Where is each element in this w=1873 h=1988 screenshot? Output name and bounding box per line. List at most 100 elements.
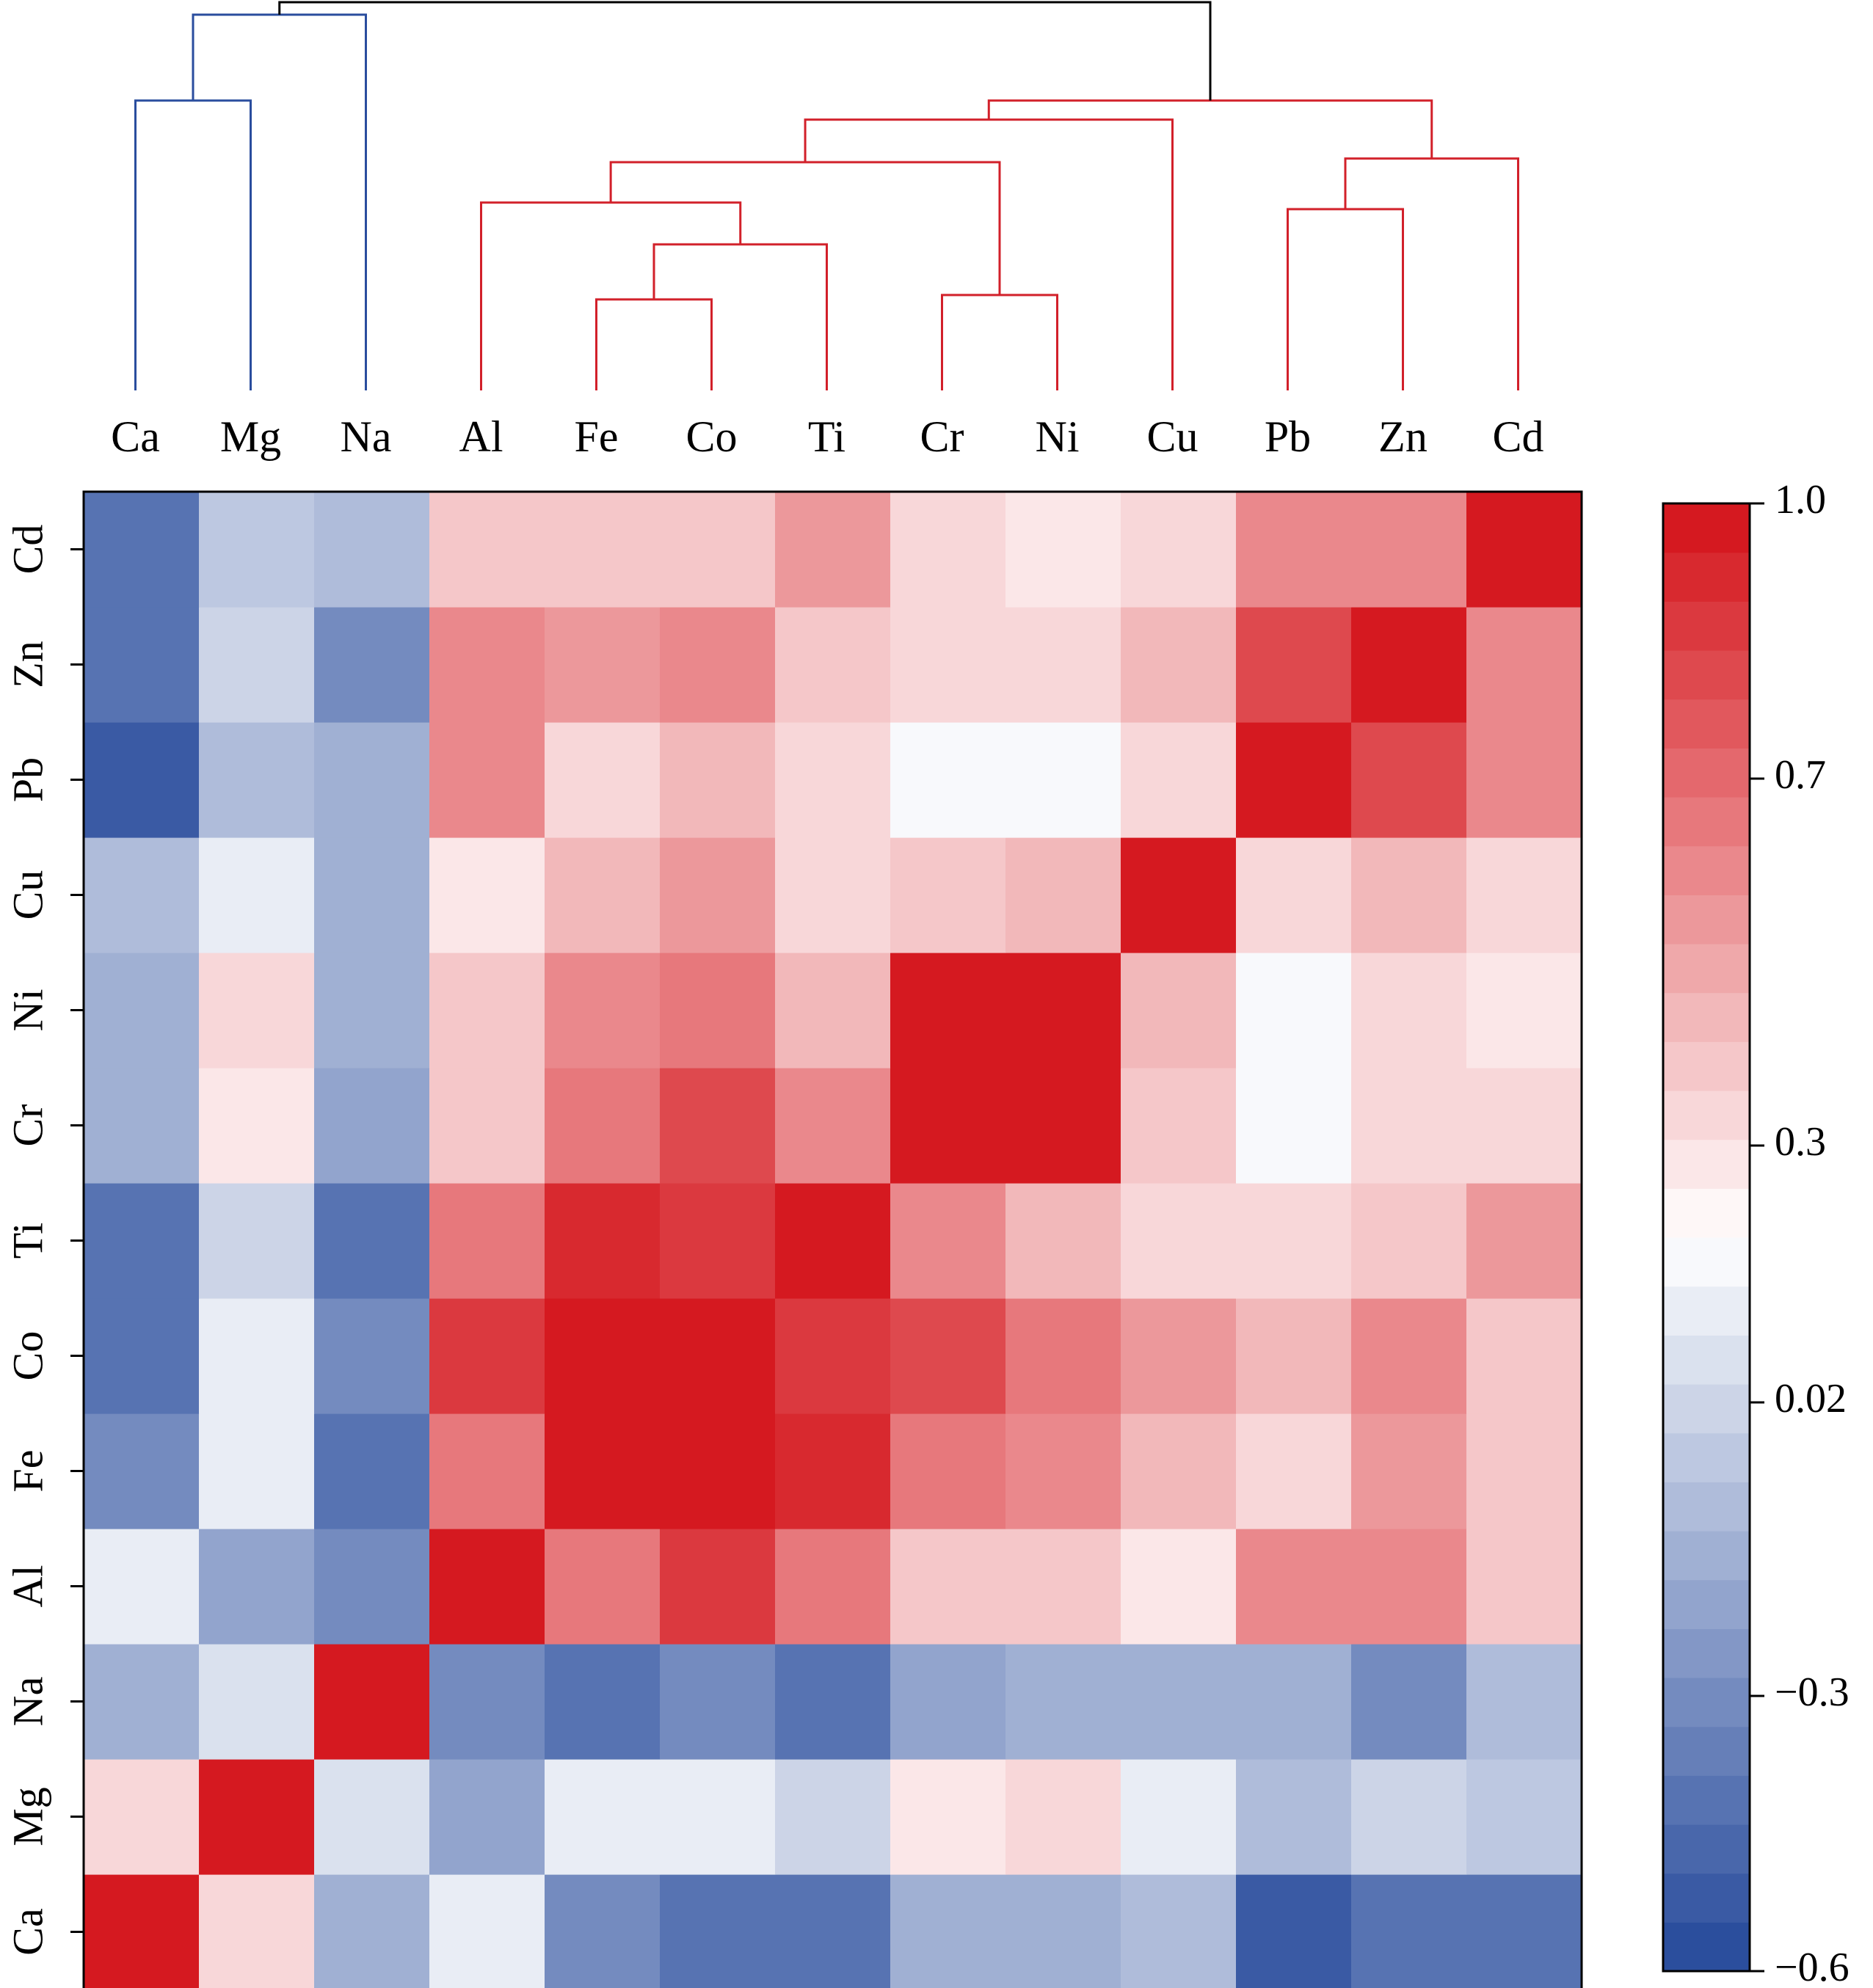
colorbar-swatch xyxy=(1663,1775,1750,1825)
heatmap-cell-Na-Pb xyxy=(1236,1644,1352,1760)
heatmap-cell-Cd-Cd xyxy=(1466,492,1582,608)
heatmap-cell-Cd-Na xyxy=(314,492,430,608)
heatmap-cell-Ca-Ni xyxy=(1005,1874,1121,1988)
row-label-Fe: Fe xyxy=(4,1450,51,1493)
colorbar-swatch xyxy=(1663,1432,1750,1482)
heatmap-cell-Mg-Pb xyxy=(1236,1759,1352,1875)
heatmap-cell-Mg-Cr xyxy=(890,1759,1006,1875)
heatmap-cell-Fe-Co xyxy=(660,1413,776,1529)
colorbar-swatch xyxy=(1663,699,1750,749)
colorbar-border xyxy=(1662,502,1751,1973)
colorbar-swatch xyxy=(1663,1237,1750,1287)
colorbar-swatch xyxy=(1663,1678,1750,1727)
colorbar-swatch xyxy=(1663,1286,1750,1336)
heatmap-cell-Fe-Al xyxy=(429,1413,545,1529)
heatmap-cell-Ti-Na xyxy=(314,1183,430,1299)
heatmap-cell-Na-Ni xyxy=(1005,1644,1121,1760)
heatmap-cell-Mg-Cu xyxy=(1121,1759,1237,1875)
heatmap-cell-Cr-Na xyxy=(314,1068,430,1184)
heatmap-cell-Pb-Al xyxy=(429,722,545,838)
heatmap-cell-Na-Fe xyxy=(545,1644,661,1760)
colorbar-swatch xyxy=(1663,797,1750,847)
column-label-Ni: Ni xyxy=(1036,412,1080,461)
heatmap-cell-Cd-Cr xyxy=(890,492,1006,608)
heatmap-cell-Ti-Ca xyxy=(84,1183,200,1299)
heatmap-cell-Ti-Cd xyxy=(1466,1183,1582,1299)
heatmap-cell-Cr-Pb xyxy=(1236,1068,1352,1184)
colorbar-swatch xyxy=(1663,1726,1750,1776)
heatmap-cell-Pb-Mg xyxy=(199,722,315,838)
heatmap-cell-Ni-Pb xyxy=(1236,953,1352,1068)
heatmap-cell-Al-Fe xyxy=(545,1529,661,1645)
heatmap-cell-Mg-Zn xyxy=(1351,1759,1467,1875)
heatmap-cell-Cr-Al xyxy=(429,1068,545,1184)
column-labels: Ca Mg Na Al Fe Co Ti Cr Ni Cu Pb Zn Cd xyxy=(111,412,1543,461)
colorbar-swatch xyxy=(1663,601,1750,651)
heatmap-cell-Ni-Ti xyxy=(775,953,891,1068)
heatmap-cell-Cd-Zn xyxy=(1351,492,1467,608)
heatmap-cell-Zn-Ti xyxy=(775,607,891,723)
heatmap-cell-Cd-Fe xyxy=(545,492,661,608)
heatmap-cell-Ti-Co xyxy=(660,1183,776,1299)
heatmap-cell-Co-Mg xyxy=(199,1298,315,1414)
heatmap-cell-Cu-Al xyxy=(429,837,545,953)
row-label-Pb: Pb xyxy=(4,757,51,802)
heatmap-cell-Ti-Zn xyxy=(1351,1183,1467,1299)
heatmap-cell-Co-Ca xyxy=(84,1298,200,1414)
column-label-Ca: Ca xyxy=(111,412,160,461)
heatmap-cell-Cd-Cu xyxy=(1121,492,1237,608)
heatmap-cell-Cu-Pb xyxy=(1236,837,1352,953)
colorbar-tick-label: 0.7 xyxy=(1775,752,1826,798)
heatmap-cell-Cu-Na xyxy=(314,837,430,953)
row-label-Mg: Mg xyxy=(4,1787,51,1846)
heatmap-cell-Fe-Ca xyxy=(84,1413,200,1529)
row-label-Cu: Cu xyxy=(4,870,51,920)
dendrogram-link-PbZn xyxy=(1287,208,1404,390)
heatmap-cell-Ca-Co xyxy=(660,1874,776,1988)
dendrogram-link-RedAll xyxy=(987,99,1433,159)
dendrogram-link-FeCo xyxy=(595,298,713,390)
heatmap-cell-Ca-Al xyxy=(429,1874,545,1988)
colorbar-swatch xyxy=(1663,748,1750,798)
heatmap-cell-Co-Pb xyxy=(1236,1298,1352,1414)
heatmap-cell-Cr-Cd xyxy=(1466,1068,1582,1184)
colorbar-tick-label: −0.3 xyxy=(1775,1670,1850,1715)
dendrogram-link-PbZnCd xyxy=(1344,157,1519,390)
heatmap-cell-Cr-Ni xyxy=(1005,1068,1121,1184)
heatmap-cell-Co-Al xyxy=(429,1298,545,1414)
colorbar-swatch xyxy=(1663,845,1750,895)
colorbar-swatch xyxy=(1663,1628,1750,1678)
heatmap-cell-Zn-Mg xyxy=(199,607,315,723)
dendrogram-link-Root xyxy=(278,1,1212,101)
heatmap-cell-Co-Zn xyxy=(1351,1298,1467,1414)
heatmap-cell-Ca-Ti xyxy=(775,1874,891,1988)
heatmap-cell-Co-Cu xyxy=(1121,1298,1237,1414)
column-label-Na: Na xyxy=(341,412,392,461)
dendrogram-link-G2 xyxy=(804,118,1174,390)
heatmap-cell-Al-Na xyxy=(314,1529,430,1645)
heatmap-cell-Na-Ca xyxy=(84,1644,200,1760)
heatmap-cell-Ni-Ni xyxy=(1005,953,1121,1068)
heatmap-cell-Zn-Cu xyxy=(1121,607,1237,723)
heatmap-cell-Al-Ca xyxy=(84,1529,200,1645)
heatmap-cell-Fe-Cd xyxy=(1466,1413,1582,1529)
heatmap-cell-Ti-Ni xyxy=(1005,1183,1121,1299)
colorbar-swatch xyxy=(1663,992,1750,1042)
heatmap-cell-Pb-Fe xyxy=(545,722,661,838)
heatmap-cell-Fe-Ni xyxy=(1005,1413,1121,1529)
dendrogram xyxy=(134,1,1519,390)
colorbar-swatch xyxy=(1663,1188,1750,1238)
heatmap-cell-Mg-Cd xyxy=(1466,1759,1582,1875)
colorbar-tick-label: 0.3 xyxy=(1775,1119,1826,1165)
heatmap-cell-Zn-Co xyxy=(660,607,776,723)
heatmap-cell-Ti-Ti xyxy=(775,1183,891,1299)
colorbar-swatch xyxy=(1663,1091,1750,1140)
heatmap-cell-Na-Cu xyxy=(1121,1644,1237,1760)
colorbar-swatch xyxy=(1663,1531,1750,1581)
colorbar-swatch xyxy=(1663,944,1750,994)
dendrogram-link-G1 xyxy=(609,161,1001,295)
heatmap-cell-Zn-Ni xyxy=(1005,607,1121,723)
heatmap-cell-Cd-Mg xyxy=(199,492,315,608)
heatmap-cell-Ca-Cr xyxy=(890,1874,1006,1988)
